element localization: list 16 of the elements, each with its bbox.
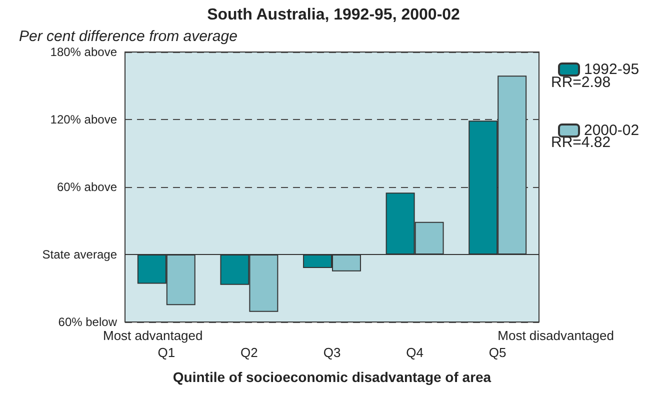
y-tick-label: State average (42, 248, 118, 262)
x-tick-label: Q1 (158, 345, 176, 360)
x-tick-label: Q5 (488, 345, 506, 360)
x-tick-label: Q3 (323, 345, 341, 360)
x-tick-label: Q2 (240, 345, 258, 360)
y-tick-label: 120% above (50, 112, 118, 126)
x-axis-title: Quintile of socioeconomic disadvantage of area (172, 369, 492, 385)
text: RR=4.82 (551, 134, 611, 151)
chart-title: South Australia, 1992-95, 2000-02 (207, 6, 460, 24)
y-tick-label: 180% above (50, 45, 118, 59)
chart-subtitle: Per cent difference from average (19, 28, 238, 45)
y-tick-label: 60% above (56, 180, 118, 194)
x-tick-label: Q4 (406, 345, 424, 360)
text: Most advantaged (103, 328, 203, 343)
y-tick-label: 60% below (58, 315, 118, 329)
text: Most disadvantaged (498, 328, 614, 343)
